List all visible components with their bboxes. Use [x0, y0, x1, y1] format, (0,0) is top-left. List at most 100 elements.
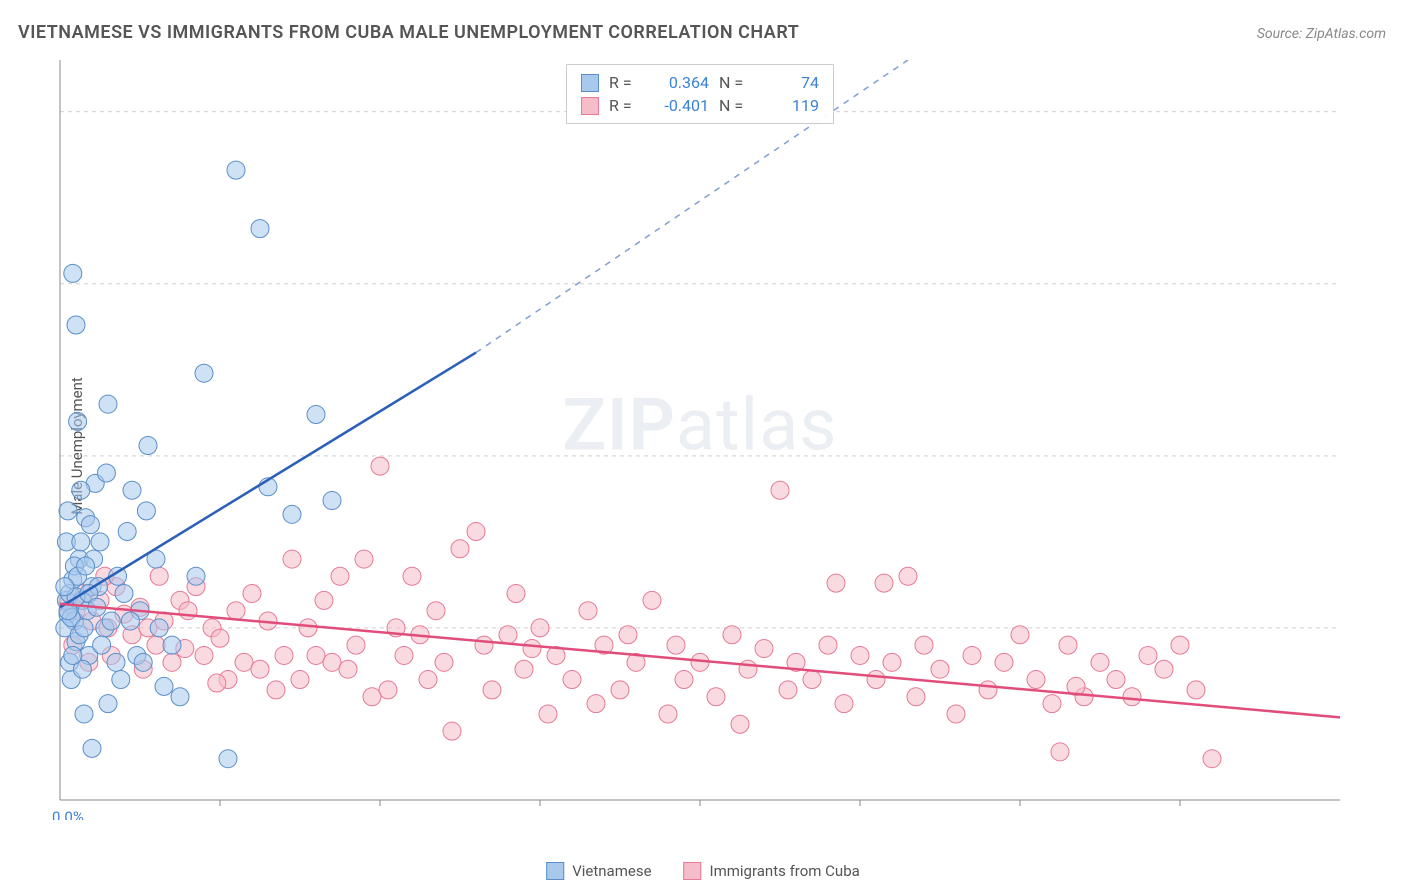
series2-point	[235, 653, 253, 671]
series2-point	[931, 660, 949, 678]
series1-point	[99, 695, 117, 713]
series2-point	[899, 567, 917, 585]
series1-point	[115, 584, 133, 602]
series2-point	[531, 619, 549, 637]
series2-point	[451, 540, 469, 558]
series2-point	[1011, 626, 1029, 644]
series2-point	[195, 646, 213, 664]
series2-point	[723, 626, 741, 644]
series2-point	[163, 653, 181, 671]
series2-point	[283, 550, 301, 568]
series2-point	[208, 674, 226, 692]
series2-point	[995, 653, 1013, 671]
series1-point	[112, 671, 130, 689]
series2-point	[227, 602, 245, 620]
legend-item-2: Immigrants from Cuba	[684, 862, 860, 880]
series1-point	[75, 619, 93, 637]
series1-point	[67, 316, 85, 334]
series2-point	[507, 584, 525, 602]
series2-point	[739, 660, 757, 678]
stats-row-1: R = 0.364 N = 74	[581, 71, 819, 94]
legend-item-1: Vietnamese	[546, 862, 651, 880]
swatch-series1	[546, 862, 564, 880]
series2-point	[755, 640, 773, 658]
series2-point	[363, 688, 381, 706]
series2-point	[427, 602, 445, 620]
series2-point	[619, 626, 637, 644]
series2-point	[835, 695, 853, 713]
series1-point	[83, 739, 101, 757]
series2-point	[587, 695, 605, 713]
series2-point	[443, 722, 461, 740]
series1-point	[283, 505, 301, 523]
series2-point	[915, 636, 933, 654]
series2-point	[1107, 671, 1125, 689]
series2-point	[643, 591, 661, 609]
plot-area: ZIPatlas 5.0%10.0%15.0%20.0%0.0%80.0% R …	[50, 60, 1350, 820]
series2-point	[1051, 743, 1069, 761]
swatch-series1	[581, 74, 599, 92]
series2-point	[675, 671, 693, 689]
series1-point	[75, 705, 93, 723]
series1-point	[219, 750, 237, 768]
series1-point	[137, 502, 155, 520]
series1-point	[155, 677, 173, 695]
series2-point	[579, 602, 597, 620]
series1-point	[56, 578, 74, 596]
series2-point	[147, 636, 165, 654]
series2-point	[979, 681, 997, 699]
series2-point	[1091, 653, 1109, 671]
series1-point	[81, 516, 99, 534]
series2-point	[1123, 688, 1141, 706]
series2-point	[395, 646, 413, 664]
series2-point	[611, 681, 629, 699]
swatch-series2	[581, 97, 599, 115]
series2-point	[1203, 750, 1221, 768]
series2-point	[1059, 636, 1077, 654]
series2-point	[707, 688, 725, 706]
series1-point	[64, 264, 82, 282]
series1-point	[323, 492, 341, 510]
series1-point	[307, 406, 325, 424]
series2-point	[435, 653, 453, 671]
series2-point	[659, 705, 677, 723]
series2-point	[419, 671, 437, 689]
series1-point	[134, 653, 152, 671]
x-tick-label: 0.0%	[52, 808, 84, 820]
series2-point	[243, 584, 261, 602]
series1-point	[77, 557, 95, 575]
series2-point	[827, 574, 845, 592]
series1-point	[64, 646, 82, 664]
series2-point	[499, 626, 517, 644]
stats-row-2: R = -0.401 N = 119	[581, 94, 819, 117]
series2-point	[371, 457, 389, 475]
series1-point	[251, 220, 269, 238]
series2-point	[771, 481, 789, 499]
series1-point	[102, 612, 120, 630]
series1-point	[99, 395, 117, 413]
series2-point	[1027, 671, 1045, 689]
series2-point	[963, 646, 981, 664]
series1-point	[227, 161, 245, 179]
series1-point	[139, 436, 157, 454]
series2-point	[379, 681, 397, 699]
series2-point	[475, 636, 493, 654]
series2-point	[875, 574, 893, 592]
series2-point	[779, 681, 797, 699]
series2-point	[1187, 681, 1205, 699]
series2-point	[299, 619, 317, 637]
series2-point	[211, 629, 229, 647]
series2-point	[315, 591, 333, 609]
series2-point	[563, 671, 581, 689]
source-attribution: Source: ZipAtlas.com	[1257, 26, 1386, 42]
series2-point	[947, 705, 965, 723]
series2-point	[667, 636, 685, 654]
series2-point	[907, 688, 925, 706]
series1-point	[72, 533, 90, 551]
series1-point	[118, 523, 136, 541]
series2-point	[339, 660, 357, 678]
series2-point	[467, 523, 485, 541]
series1-point	[91, 533, 109, 551]
series2-point	[267, 681, 285, 699]
series2-point	[323, 653, 341, 671]
